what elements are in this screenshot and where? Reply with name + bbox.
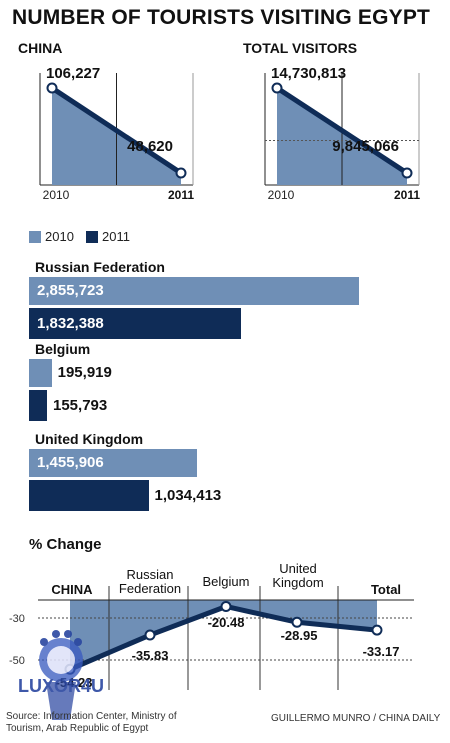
bar-value-label: 1,034,413 [154,486,222,504]
bar-group-label: Belgium [35,341,91,357]
source-note: Source: Information Center, Ministry of … [6,711,177,734]
panel-0-point-2010 [46,82,58,94]
panel-0-label-2010: 106,227 [46,65,100,82]
legend-swatch-2011 [86,231,98,243]
legend-label-2010: 2010 [45,229,74,244]
bar-group-label: United Kingdom [35,431,144,447]
china-panel-title: CHINA [18,40,63,56]
bar-2010 [29,359,52,387]
change-point [220,600,232,612]
change-category-label: United Kingdom [272,561,323,590]
change-chart-title: % Change [29,536,102,553]
panel-1-xtick-2011: 2011 [394,188,420,202]
panel-0-trend-line [49,85,184,176]
infographic-title: NUMBER OF TOURISTS VISITING EGYPT [12,6,431,29]
total-panel-title: TOTAL VISITORS [243,40,358,56]
panel-1-label-2011: 9,845,066 [332,138,399,155]
bar-value-label: 1,832,388 [37,314,104,332]
legend-label-2011: 2011 [102,229,130,244]
panel-1-xtick-2010: 2010 [268,188,295,202]
panel-1-area [277,88,407,185]
panel-0-area [52,88,181,185]
panel-0-label-2011: 48,620 [127,138,173,155]
panel-0-xtick-2010: 2010 [43,188,70,202]
credit-line: GUILLERMO MUNRO / CHINA DAILY [271,713,441,724]
bar-value-label: 2,855,723 [37,282,104,299]
change-area [70,600,377,670]
logo-text: LUXOR4U [18,676,104,696]
change-point [371,624,383,636]
panel-0-point-2011 [175,167,187,179]
panel-1-label-2010: 14,730,813 [271,65,346,82]
bar-2011 [29,308,241,339]
panel-1-point-2011 [401,167,413,179]
luxor4u-logo: LUXOR4U [18,630,104,720]
change-value-label: -20.48 [208,615,245,630]
bar-group-label: Russian Federation [35,259,165,275]
panel-0-xtick-2011: 2011 [168,188,194,202]
bar-2010 [29,449,198,477]
change-category-label: Total [371,582,401,597]
bar-value-label: 195,919 [57,364,112,381]
change-value-label: -33.17 [363,644,400,659]
change-point [144,629,156,641]
change-value-label: -28.95 [281,628,318,643]
panel-1-trend-line [274,85,410,176]
bar-value-label: 155,793 [53,396,108,414]
legend-swatch-2010 [29,231,41,243]
change-category-label: Russian Federation [119,567,181,596]
bar-value-label: 1,455,906 [37,454,104,471]
change-category-label: CHINA [51,582,93,597]
bar-2011 [29,480,149,511]
change-category-label: Belgium [203,574,250,589]
change-point [291,616,303,628]
change-line [69,603,378,672]
panel-1-point-2010 [271,82,283,94]
bar-2010 [29,277,359,305]
bar-2011 [29,390,47,421]
change-value-label: -35.83 [132,648,169,663]
